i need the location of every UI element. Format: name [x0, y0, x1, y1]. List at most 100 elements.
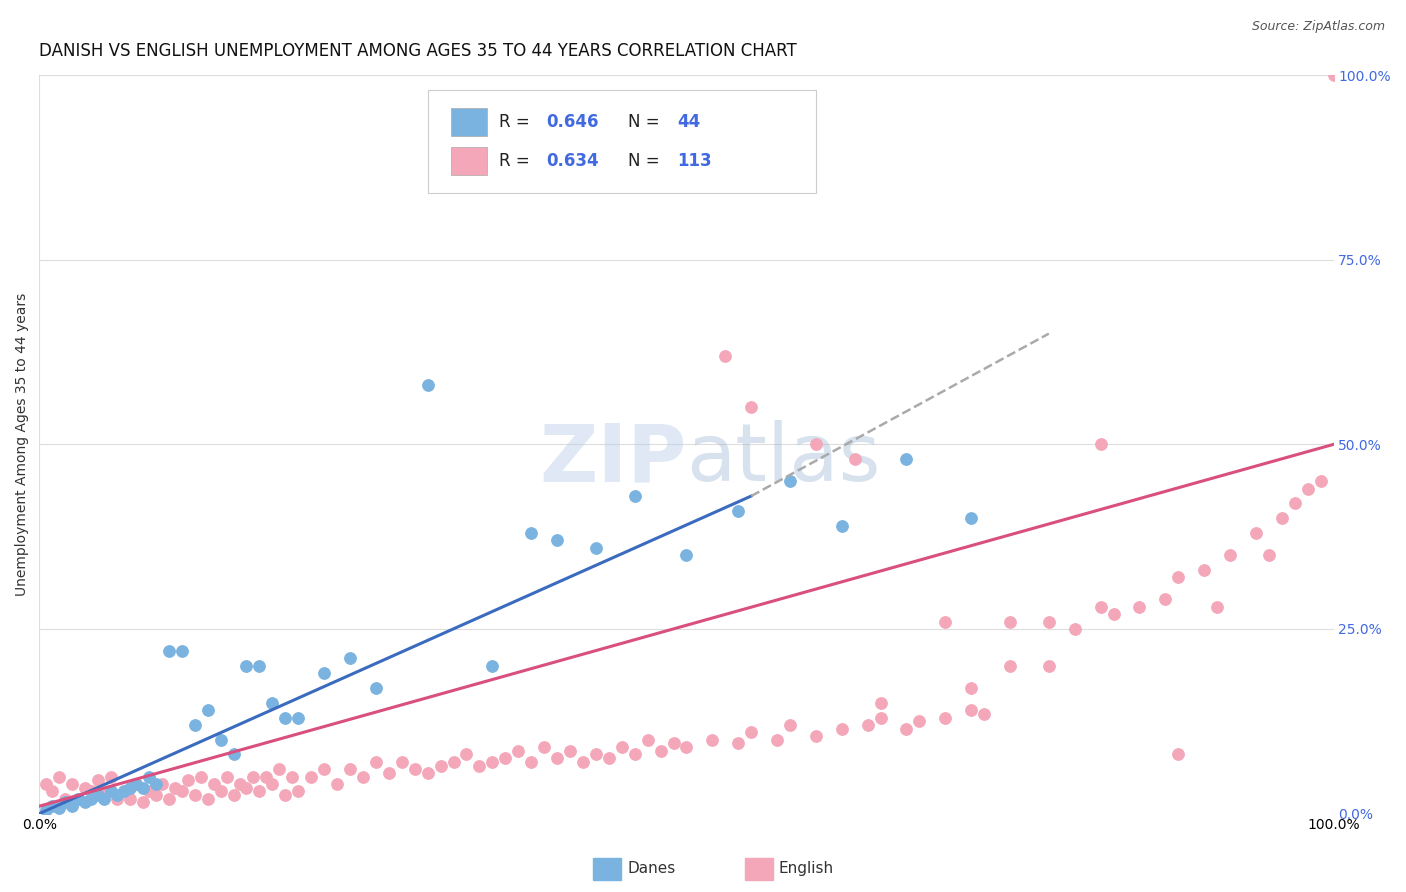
- Point: [623, 747, 645, 762]
- Point: [118, 791, 141, 805]
- Point: [831, 722, 853, 736]
- Point: [896, 452, 918, 467]
- Point: [1309, 475, 1331, 489]
- Point: [215, 770, 238, 784]
- FancyBboxPatch shape: [427, 90, 815, 194]
- Point: [1167, 570, 1189, 584]
- Point: [100, 784, 122, 798]
- Point: [73, 796, 96, 810]
- Point: [1296, 482, 1319, 496]
- Point: [598, 751, 620, 765]
- Point: [339, 651, 361, 665]
- Point: [112, 784, 135, 798]
- Point: [1322, 68, 1344, 82]
- Point: [132, 780, 155, 795]
- Point: [896, 722, 918, 736]
- Point: [1090, 599, 1112, 614]
- Point: [1167, 747, 1189, 762]
- FancyBboxPatch shape: [451, 147, 486, 175]
- Point: [67, 791, 90, 805]
- Point: [235, 658, 257, 673]
- FancyBboxPatch shape: [451, 108, 486, 136]
- Point: [831, 518, 853, 533]
- Point: [326, 777, 349, 791]
- Point: [714, 349, 737, 363]
- Point: [844, 452, 866, 467]
- Point: [177, 773, 200, 788]
- Point: [585, 747, 607, 762]
- Point: [222, 788, 245, 802]
- Y-axis label: Unemployment Among Ages 35 to 44 years: Unemployment Among Ages 35 to 44 years: [15, 293, 30, 596]
- Point: [287, 784, 309, 798]
- Point: [150, 777, 173, 791]
- Point: [183, 788, 205, 802]
- Point: [468, 758, 491, 772]
- Point: [222, 747, 245, 762]
- Point: [804, 729, 827, 743]
- Point: [339, 762, 361, 776]
- Point: [287, 710, 309, 724]
- Point: [1284, 496, 1306, 510]
- Point: [1192, 563, 1215, 577]
- Point: [132, 796, 155, 810]
- Point: [481, 658, 503, 673]
- Point: [520, 526, 543, 541]
- Point: [314, 762, 336, 776]
- Point: [35, 803, 58, 817]
- Point: [1063, 622, 1085, 636]
- Point: [249, 658, 271, 673]
- Point: [48, 770, 70, 784]
- Point: [494, 751, 516, 765]
- Point: [481, 755, 503, 769]
- Point: [908, 714, 931, 729]
- Point: [48, 800, 70, 814]
- Point: [572, 755, 595, 769]
- Point: [170, 644, 193, 658]
- Point: [314, 666, 336, 681]
- Text: DANISH VS ENGLISH UNEMPLOYMENT AMONG AGES 35 TO 44 YEARS CORRELATION CHART: DANISH VS ENGLISH UNEMPLOYMENT AMONG AGE…: [39, 42, 797, 60]
- Point: [1154, 592, 1177, 607]
- Point: [242, 770, 264, 784]
- Point: [960, 703, 983, 717]
- Text: N =: N =: [628, 112, 665, 131]
- Point: [86, 773, 108, 788]
- Point: [125, 777, 148, 791]
- Point: [391, 755, 413, 769]
- Point: [299, 770, 322, 784]
- Point: [662, 736, 685, 750]
- Point: [138, 784, 160, 798]
- Point: [960, 511, 983, 525]
- Point: [740, 401, 762, 415]
- Point: [80, 784, 103, 798]
- Point: [157, 791, 180, 805]
- Point: [650, 744, 672, 758]
- Point: [934, 615, 956, 629]
- Point: [235, 780, 257, 795]
- Point: [183, 718, 205, 732]
- Point: [779, 475, 801, 489]
- Point: [125, 777, 148, 791]
- Point: [41, 784, 63, 798]
- Point: [197, 703, 219, 717]
- Point: [766, 732, 789, 747]
- Text: N =: N =: [628, 152, 665, 169]
- Text: R =: R =: [499, 112, 534, 131]
- Point: [364, 681, 387, 695]
- Point: [100, 770, 122, 784]
- Point: [533, 740, 555, 755]
- Text: R =: R =: [499, 152, 534, 169]
- Point: [274, 710, 297, 724]
- Point: [67, 791, 90, 805]
- Point: [404, 762, 426, 776]
- Text: 0.646: 0.646: [547, 112, 599, 131]
- Point: [727, 504, 749, 518]
- Point: [675, 548, 697, 562]
- Point: [145, 788, 167, 802]
- Point: [546, 533, 568, 548]
- Point: [274, 788, 297, 802]
- Point: [267, 762, 290, 776]
- Point: [209, 732, 232, 747]
- Point: [262, 696, 284, 710]
- Point: [262, 777, 284, 791]
- Point: [804, 437, 827, 451]
